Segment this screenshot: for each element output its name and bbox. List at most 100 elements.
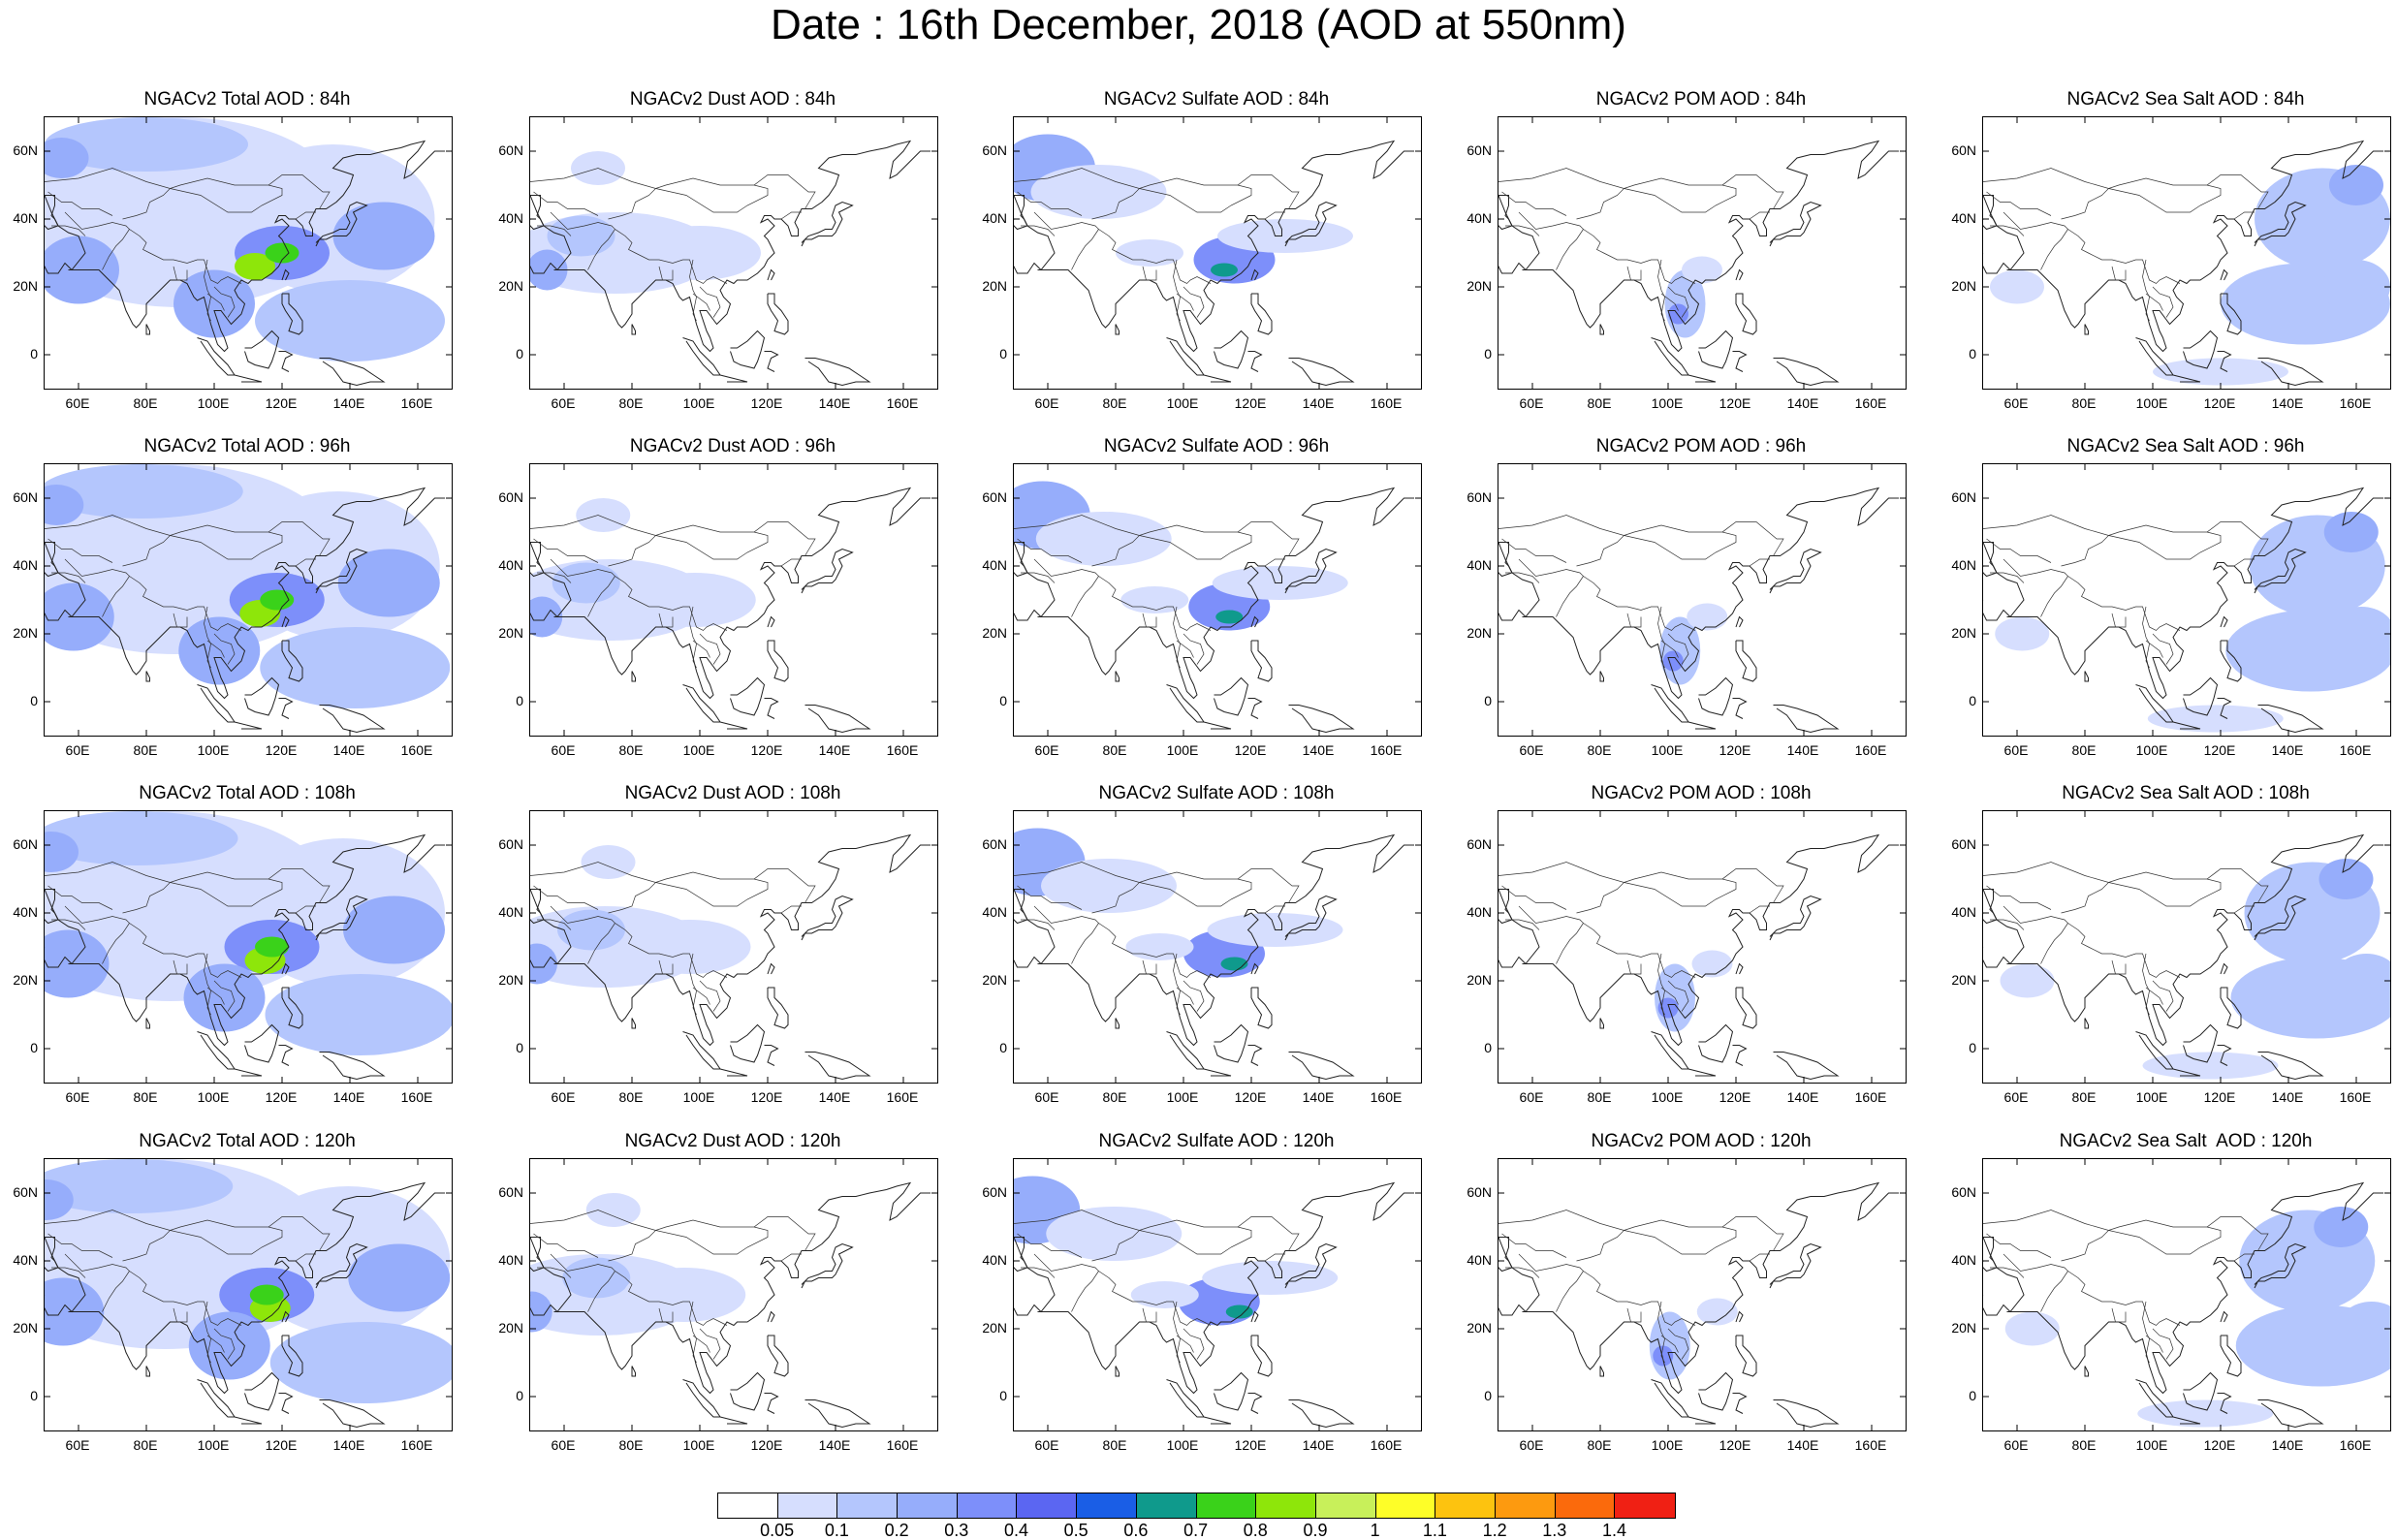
map-plot (529, 810, 938, 1084)
coastline (1687, 1068, 1717, 1077)
border-line (2233, 211, 2255, 220)
aod-shading (2153, 358, 2288, 386)
coastline (1773, 358, 1840, 387)
border-line (1749, 1253, 1770, 1262)
lon-label: 60E (1034, 395, 1059, 411)
lat-label: 0 (1969, 346, 1976, 361)
border-line (2142, 953, 2150, 1016)
coastline (281, 293, 303, 335)
coastline (1203, 374, 1232, 383)
coastline (278, 1045, 294, 1066)
lon-label: 140E (818, 1089, 851, 1105)
border-line (692, 640, 710, 658)
coastline (315, 548, 368, 594)
border-line (2152, 1328, 2174, 1360)
border-line (1142, 266, 1157, 281)
coastline (553, 487, 930, 700)
map-canvas (1014, 117, 1421, 389)
lon-label: 80E (1587, 395, 1612, 411)
aod-shading (45, 464, 243, 519)
border-line (1091, 1230, 1140, 1262)
coastline (1014, 889, 1028, 925)
lat-label: 40N (1467, 210, 1492, 226)
lon-label: 60E (2003, 395, 2029, 411)
aod-shading (628, 920, 751, 974)
lat-label: 40N (1951, 904, 1976, 920)
aod-shading (249, 1284, 284, 1305)
border-line (2067, 1271, 2181, 1326)
coastline (244, 1371, 280, 1411)
coastline (2135, 684, 2174, 723)
lon-label: 140E (1786, 395, 1819, 411)
map-plot (1498, 1158, 1907, 1431)
coastline (2220, 987, 2242, 1029)
border-line (1505, 919, 1540, 930)
border-line (1749, 905, 1770, 914)
coastline (281, 987, 303, 1029)
border-line (1583, 576, 1696, 631)
border-line (170, 531, 283, 560)
border-line (1986, 191, 2052, 216)
coastline (2257, 1399, 2324, 1429)
panel-title: NGACv2 Sulfate AOD : 96h (1103, 436, 1330, 456)
coastline (2172, 374, 2201, 383)
coastline (234, 374, 263, 383)
coastline (2254, 895, 2307, 941)
aod-shading (2004, 1311, 2060, 1346)
border-line (1139, 531, 1252, 560)
border-line (692, 987, 710, 1005)
border-line (1142, 1307, 1157, 1323)
lat-label: 0 (1484, 346, 1492, 361)
panel-title: NGACv2 Dust AOD : 108h (624, 783, 841, 803)
coastline (719, 1068, 748, 1077)
lat-label: 20N (982, 972, 1007, 988)
lat-label: 40N (498, 904, 523, 920)
coastline (1735, 268, 1744, 281)
coastline (68, 140, 445, 353)
border-line (51, 225, 86, 236)
map-plot (1498, 810, 1907, 1084)
lat-label: 0 (30, 693, 38, 708)
lon-label: 140E (1302, 395, 1335, 411)
coastline (2220, 293, 2242, 335)
coastline (530, 542, 545, 578)
coastline (1732, 698, 1748, 719)
border-line (2142, 606, 2150, 669)
lat-label: 20N (1951, 625, 1976, 641)
lon-label: 160E (2339, 1089, 2372, 1105)
coastline (631, 1018, 636, 1029)
map-canvas (1983, 117, 2390, 389)
map-canvas (1498, 811, 1906, 1083)
colorbar-tick-label: 0.2 (884, 1521, 909, 1540)
coastline (1247, 351, 1263, 372)
coastline (315, 1242, 368, 1289)
lat-label: 0 (516, 693, 523, 708)
coastline (767, 640, 789, 682)
coastline (234, 1068, 263, 1077)
lat-label: 60N (1951, 1184, 1976, 1200)
lat-label: 20N (498, 625, 523, 641)
lon-label: 100E (1166, 395, 1199, 411)
coastline (2084, 1018, 2089, 1029)
lat-label: 20N (982, 1320, 1007, 1336)
map-plot (1982, 463, 2391, 737)
lat-label: 0 (516, 1040, 523, 1055)
lat-label: 40N (13, 210, 38, 226)
coastline (2217, 1393, 2232, 1414)
coastline (1037, 1181, 1414, 1395)
border-line (1626, 266, 1642, 281)
coastline (2183, 676, 2219, 716)
border-line (2145, 987, 2163, 1005)
map-plot (529, 463, 938, 737)
border-line (1576, 882, 1624, 914)
coastline (197, 337, 236, 376)
coastline (1250, 962, 1259, 975)
border-line (537, 1267, 572, 1278)
border-line (1576, 188, 1624, 220)
coastline (1735, 640, 1757, 682)
border-line (1017, 1233, 1083, 1258)
coastline (530, 195, 545, 231)
border-line (213, 633, 236, 665)
border-line (122, 535, 171, 567)
map-plot (44, 1158, 453, 1431)
